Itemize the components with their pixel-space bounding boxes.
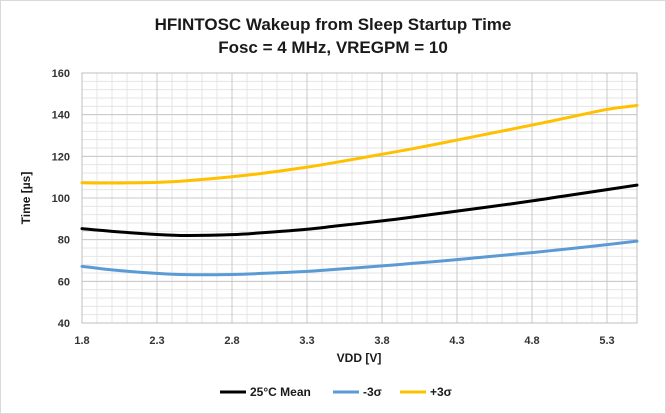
chart-title: HFINTOSC Wakeup from Sleep Startup Time — [154, 15, 512, 34]
y-tick-label: 160 — [52, 68, 70, 80]
series-line-2 — [80, 104, 639, 185]
y-tick-label: 100 — [52, 193, 70, 205]
y-tick-label: 60 — [58, 276, 70, 288]
y-tick-label: 140 — [52, 110, 70, 122]
chart-subtitle: Fosc = 4 MHz, VREGPM = 10 — [218, 38, 448, 57]
legend-label-1: -3σ — [363, 385, 382, 399]
x-tick-label: 4.3 — [449, 335, 464, 347]
legend-label-0: 25°C Mean — [250, 385, 311, 399]
x-tick-label: 2.8 — [224, 335, 239, 347]
series-line-1 — [80, 239, 639, 277]
legend: 25°C Mean -3σ +3σ — [220, 385, 452, 399]
y-tick-label: 40 — [58, 318, 70, 330]
legend-label-2: +3σ — [430, 385, 452, 399]
x-tick-label: 3.3 — [299, 335, 314, 347]
gridlines — [81, 72, 638, 324]
x-axis-label: VDD [V] — [337, 351, 382, 365]
x-tick-label: 3.8 — [374, 335, 389, 347]
y-axis-label: Time [µs] — [19, 172, 33, 225]
x-tick-label: 4.8 — [524, 335, 539, 347]
y-tick-labels: 40 60 80 100 120 140 160 — [52, 68, 70, 330]
series-line-0 — [80, 183, 639, 238]
x-tick-labels: 1.8 2.3 2.8 3.3 3.8 4.3 4.8 5.3 — [74, 335, 614, 347]
x-tick-label: 5.3 — [599, 335, 614, 347]
series-lines — [80, 104, 639, 277]
plot-border — [81, 72, 638, 324]
y-tick-label: 120 — [52, 151, 70, 163]
x-tick-label: 1.8 — [74, 335, 89, 347]
x-tick-label: 2.3 — [149, 335, 164, 347]
y-tick-label: 80 — [58, 235, 70, 247]
